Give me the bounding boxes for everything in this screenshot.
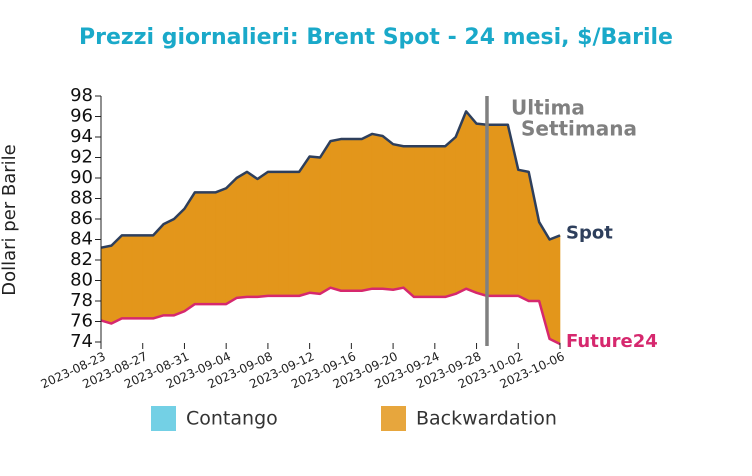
spread-fill (267, 171, 279, 297)
y-tick-label: 90 (70, 167, 93, 188)
spread-fill (121, 235, 133, 319)
spread-fill (278, 171, 290, 297)
series-label: Spot (566, 222, 613, 243)
spread-fill (382, 135, 394, 291)
y-tick-label: 78 (70, 290, 93, 311)
spread-fill (205, 192, 217, 305)
spread-fill (184, 191, 196, 312)
marker-label: Ultima (511, 96, 585, 120)
spread-fill (309, 156, 321, 295)
legend-label: Backwardation (416, 408, 557, 430)
spread-fill (549, 234, 561, 345)
spread-fill (163, 218, 175, 316)
spread-fill (424, 145, 436, 298)
y-tick-label: 96 (70, 106, 93, 127)
legend-swatch (151, 406, 176, 431)
spread-fill (246, 171, 258, 298)
spread-fill (465, 110, 477, 294)
spread-fill (371, 133, 383, 290)
series-line (100, 110, 561, 249)
y-tick-label: 80 (70, 270, 93, 291)
y-tick-label: 92 (70, 147, 93, 168)
legend-label: Contango (186, 408, 278, 430)
spread-fill (403, 145, 415, 298)
y-tick-label: 82 (70, 249, 93, 270)
y-tick-label: 84 (70, 229, 93, 250)
spread-fill (257, 171, 269, 298)
spread-fill (131, 235, 144, 319)
spread-fill (152, 223, 164, 319)
spread-fill (100, 245, 112, 324)
spread-fill (351, 138, 363, 292)
y-axis-label: Dollari per Barile (0, 144, 20, 296)
y-tick-label: 94 (70, 126, 93, 147)
spread-fill (444, 136, 456, 298)
series-line (100, 286, 561, 346)
series-label: Future24 (566, 331, 658, 352)
marker-label: Settimana (521, 117, 637, 141)
spread-fill (434, 145, 446, 298)
spread-fill (455, 111, 467, 295)
spread-fill (142, 235, 154, 319)
spread-fill (225, 177, 237, 305)
spread-fill (497, 124, 509, 297)
spread-fill (111, 234, 123, 325)
spread-fill (340, 138, 352, 292)
spread-fill (517, 169, 530, 302)
y-tick-label: 98 (70, 85, 93, 106)
chart-title: Prezzi giornalieri: Brent Spot - 24 mesi… (79, 25, 673, 50)
spread-fill (288, 171, 300, 297)
spread-fill (330, 138, 342, 292)
spread-fill (215, 187, 227, 305)
y-tick-label: 86 (70, 208, 93, 229)
spread-fill (413, 145, 425, 298)
spread-fill (173, 208, 185, 316)
legend-swatch (381, 406, 406, 431)
spread-fill (319, 140, 331, 295)
y-tick-label: 88 (70, 188, 93, 209)
spread-fill (298, 155, 310, 297)
y-tick-label: 76 (70, 311, 93, 332)
spread-fill (361, 133, 373, 292)
spread-fill (194, 192, 206, 305)
spread-fill (392, 143, 404, 291)
spread-fill (236, 171, 248, 299)
y-tick-label: 74 (70, 331, 93, 352)
